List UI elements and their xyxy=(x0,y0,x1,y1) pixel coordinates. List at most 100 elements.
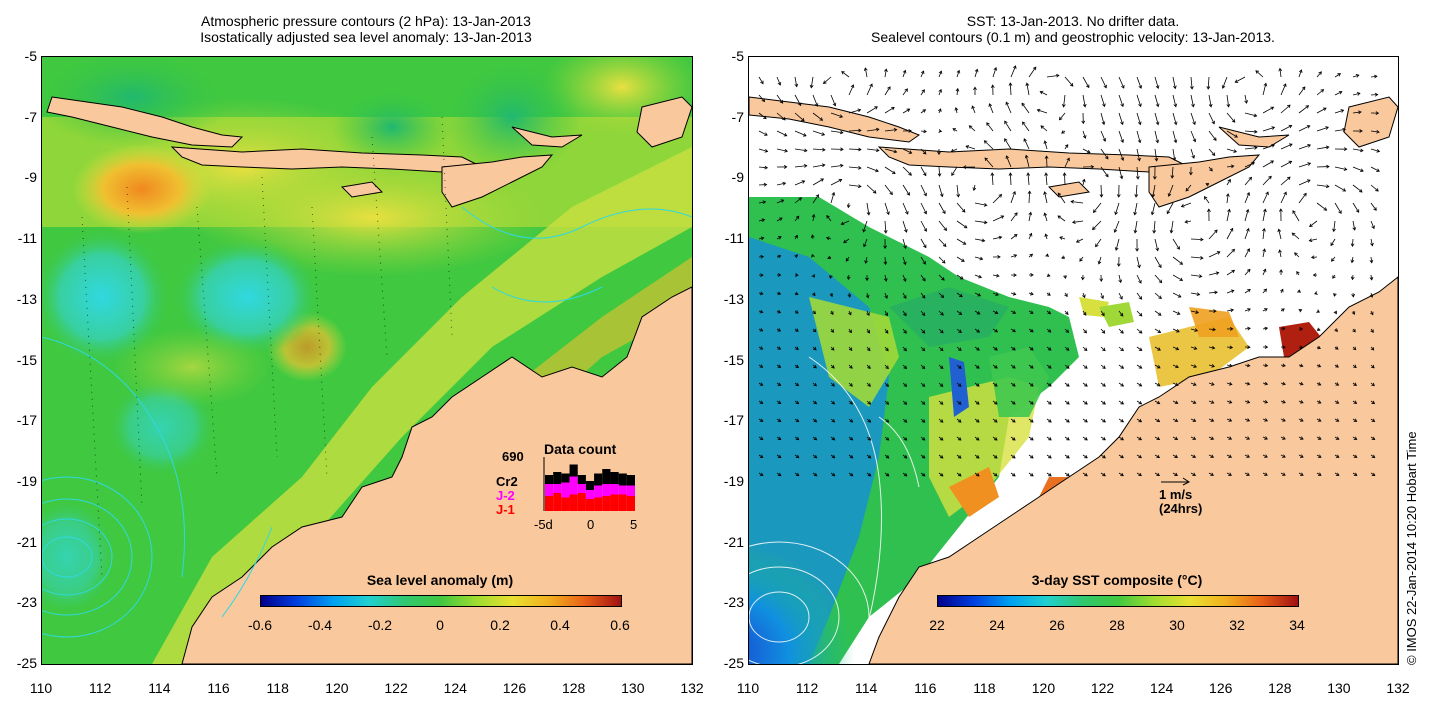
velocity-arrow-head xyxy=(831,400,836,405)
velocity-arrow xyxy=(1168,184,1174,197)
velocity-arrow-head xyxy=(1030,455,1034,459)
velocity-arrow-head xyxy=(1282,454,1286,458)
velocity-arrow-head xyxy=(1013,234,1018,238)
velocity-arrow xyxy=(1136,256,1140,268)
sea-level-anomaly-map[interactable]: 690 Data count Cr2 J-2 J-1 -5d 0 5 Sea l… xyxy=(41,56,693,665)
velocity-arrow-head xyxy=(1120,347,1124,352)
velocity-arrow-head xyxy=(760,236,765,241)
velocity-arrow-head xyxy=(1306,125,1311,129)
velocity-arrow xyxy=(1134,220,1138,233)
velocity-arrow xyxy=(1004,120,1012,132)
velocity-arrow xyxy=(974,274,982,278)
velocity-arrow xyxy=(1064,172,1066,186)
velocity-arrow-head xyxy=(848,329,852,334)
velocity-arrow xyxy=(1208,229,1218,240)
velocity-arrow xyxy=(884,382,889,387)
velocity-arrow xyxy=(938,310,944,316)
velocity-arrow-head xyxy=(813,472,818,477)
velocity-arrow xyxy=(1226,165,1234,168)
velocity-arrow xyxy=(1244,209,1249,222)
velocity-arrow xyxy=(1152,184,1156,197)
velocity-arrow-head xyxy=(1306,179,1311,183)
sst-geostrophic-map[interactable]: 1 m/s (24hrs) 3-day SST composite (°C) 2… xyxy=(748,56,1399,665)
velocity-arrow xyxy=(1118,400,1124,405)
velocity-arrow-head xyxy=(1343,147,1348,152)
velocity-arrow-head xyxy=(1036,108,1041,113)
left-lat-tick: -11 xyxy=(17,230,37,247)
velocity-arrow xyxy=(1279,68,1282,78)
sst-colorbar-label: 30 xyxy=(1169,617,1185,633)
velocity-arrow-head xyxy=(1271,126,1276,130)
velocity-arrow-head xyxy=(1057,215,1062,219)
velocity-arrow-head xyxy=(1282,472,1286,476)
velocity-arrow xyxy=(1181,202,1192,207)
left-lat-tick: -21 xyxy=(16,533,37,550)
velocity-arrow-head xyxy=(1196,292,1201,297)
velocity-arrow xyxy=(1262,228,1265,240)
velocity-arrow-head xyxy=(885,419,890,423)
velocity-arrow xyxy=(830,472,836,477)
velocity-arrow-head xyxy=(1095,243,1099,248)
velocity-arrow xyxy=(1278,229,1282,240)
velocity-arrow-head xyxy=(1061,255,1065,260)
velocity-arrow xyxy=(884,364,889,369)
velocity-arrow-head xyxy=(1120,383,1125,387)
velocity-arrow-head xyxy=(1075,239,1080,243)
velocity-arrow xyxy=(1298,162,1311,168)
velocity-arrow xyxy=(992,400,998,405)
velocity-arrow-head xyxy=(867,401,872,405)
velocity-arrow-head xyxy=(1100,295,1104,300)
velocity-arrow-head xyxy=(940,312,944,316)
velocity-arrow-head xyxy=(1158,295,1162,300)
velocity-arrow-head xyxy=(794,234,798,239)
velocity-arrow-head xyxy=(1156,382,1161,387)
dc-bar-j1 xyxy=(585,499,595,511)
velocity-arrow xyxy=(1352,74,1359,78)
velocity-arrow-head xyxy=(1206,208,1211,212)
velocity-arrow-head xyxy=(1193,364,1198,368)
velocity-arrow xyxy=(1298,193,1307,204)
velocity-arrow xyxy=(866,472,872,477)
velocity-arrow-head xyxy=(1246,381,1251,386)
velocity-arrow xyxy=(956,70,960,78)
velocity-arrow xyxy=(1244,248,1250,258)
velocity-arrow xyxy=(1100,382,1106,387)
velocity-arrow xyxy=(866,418,871,423)
velocity-arrow xyxy=(1082,400,1088,405)
velocity-arrow xyxy=(974,346,980,351)
velocity-arrow-head xyxy=(862,228,866,233)
velocity-arrow-head xyxy=(1369,276,1374,281)
velocity-arrow-head xyxy=(1325,145,1330,150)
velocity-arrow xyxy=(956,256,965,262)
sst-colorbar-label: 24 xyxy=(989,617,1005,633)
velocity-arrow-head xyxy=(1231,269,1236,274)
left-lat-tick: -19 xyxy=(16,472,37,489)
velocity-arrow xyxy=(1208,472,1214,476)
velocity-arrow xyxy=(1244,382,1250,385)
sst-colorbar xyxy=(937,595,1299,607)
velocity-arrow-head xyxy=(1229,345,1234,350)
velocity-arrow-head xyxy=(1157,347,1161,351)
velocity-arrow-head xyxy=(988,103,993,107)
velocity-arrow-head xyxy=(1057,192,1062,197)
velocity-arrow-head xyxy=(920,70,925,75)
velocity-arrow xyxy=(1151,202,1156,215)
velocity-arrow xyxy=(992,292,999,296)
velocity-arrow-head xyxy=(1138,454,1143,459)
velocity-arrow xyxy=(863,220,868,233)
velocity-arrow-head xyxy=(1210,472,1214,476)
velocity-arrow-head xyxy=(841,71,845,75)
velocity-arrow-head xyxy=(759,400,764,404)
velocity-arrow-head xyxy=(1138,400,1143,405)
velocity-arrow-head xyxy=(941,259,946,264)
velocity-arrow xyxy=(956,472,962,477)
velocity-arrow-head xyxy=(866,347,871,352)
velocity-arrow-head xyxy=(921,365,926,370)
velocity-arrow-head xyxy=(867,437,872,441)
velocity-arrow-head xyxy=(849,419,854,423)
velocity-arrow xyxy=(920,454,926,459)
velocity-arrow-head xyxy=(1281,308,1285,312)
velocity-arrow-head xyxy=(1227,178,1231,183)
velocity-arrow xyxy=(1244,130,1257,133)
velocity-arrow-head xyxy=(777,309,782,314)
